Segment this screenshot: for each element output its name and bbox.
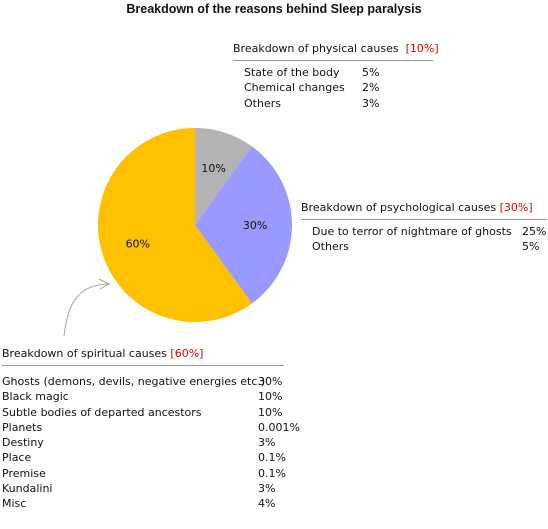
row-value: 30% [258,375,283,388]
psychological-causes-title: Breakdown of psychological causes [301,201,497,214]
slice-label-spiritual: 60% [126,238,150,251]
physical-causes-heading: Breakdown of physical causes [10%] [233,41,439,57]
slice-label-physical: 10% [201,162,225,175]
row-value: 5% [362,66,380,79]
spiritual-causes-title: Breakdown of spiritual causes [2,347,167,360]
pie-slice-spiritual [97,128,253,322]
table-row: Others 3% [244,96,433,111]
pie-slice-physical [195,128,253,225]
row-label: Premise [2,466,46,480]
table-row: Premise 0.1% [2,466,286,481]
slice-label-psychological: 30% [243,219,267,232]
spiritual-causes-divider [2,365,284,366]
spiritual-causes-pct: [60%] [170,347,204,360]
pie-slice-psychological [195,146,292,304]
table-row: Place 0.1% [2,450,286,465]
row-value: 0.1% [258,466,286,480]
table-row: Chemical changes 2% [244,80,433,95]
physical-causes-title: Breakdown of physical causes [233,42,399,55]
row-label: Ghosts (demons, devils, negative energie… [2,375,266,388]
row-label: Kundalini [2,482,53,496]
row-value: 3% [362,96,380,110]
row-value: 2% [362,81,380,95]
table-row: Kundalini 3% [2,481,284,496]
physical-causes-divider [233,60,433,61]
row-value: 10% [258,405,283,419]
table-row: Black magic 10% [2,389,284,404]
row-label: Others [244,96,281,110]
table-row: Others 5% [312,239,547,254]
row-value: 5% [522,240,540,254]
arrow-connector [63,283,109,337]
table-row: Due to terror of nightmare of ghosts 25% [312,224,547,239]
psychological-causes-heading: Breakdown of psychological causes [30%] [301,200,547,216]
row-label: Subtle bodies of departed ancestors [2,405,202,419]
table-row: State of the body 5% [244,65,433,80]
row-value: 25% [522,225,547,238]
row-label: Planets [2,420,43,434]
row-value: 4% [258,497,276,511]
table-row: Destiny 3% [2,435,284,450]
row-value: 0.1% [258,451,286,465]
table-row: Planets 0.001% [2,420,300,435]
psychological-causes-divider [301,219,547,220]
spiritual-causes-box: Breakdown of spiritual causes [60%] Ghos… [2,346,300,512]
row-value: 0.001% [258,420,300,434]
physical-causes-box: Breakdown of physical causes [10%] State… [233,41,439,111]
row-label: Destiny [2,436,44,450]
row-value: 10% [258,390,283,404]
table-row: Subtle bodies of departed ancestors 10% [2,405,284,420]
row-value: 3% [258,436,276,450]
row-label: Place [2,451,32,465]
physical-causes-pct: [10%] [405,42,439,55]
row-value: 3% [258,482,276,496]
row-label: Misc [2,497,27,511]
row-label: Black magic [2,390,69,404]
psychological-causes-box: Breakdown of psychological causes [30%] … [301,200,547,255]
row-label: Others [312,240,349,254]
spiritual-causes-heading: Breakdown of spiritual causes [60%] [2,346,284,362]
psychological-causes-pct: [30%] [499,201,533,214]
chart-title: Breakdown of the reasons behind Sleep pa… [126,2,422,16]
table-row: Ghosts (demons, devils, negative energie… [2,374,284,389]
arrowhead-icon [98,278,111,290]
table-row: Misc 4% [2,496,284,511]
row-label: Due to terror of nightmare of ghosts [312,225,512,238]
row-label: Chemical changes [244,81,345,95]
row-label: State of the body [244,66,340,79]
